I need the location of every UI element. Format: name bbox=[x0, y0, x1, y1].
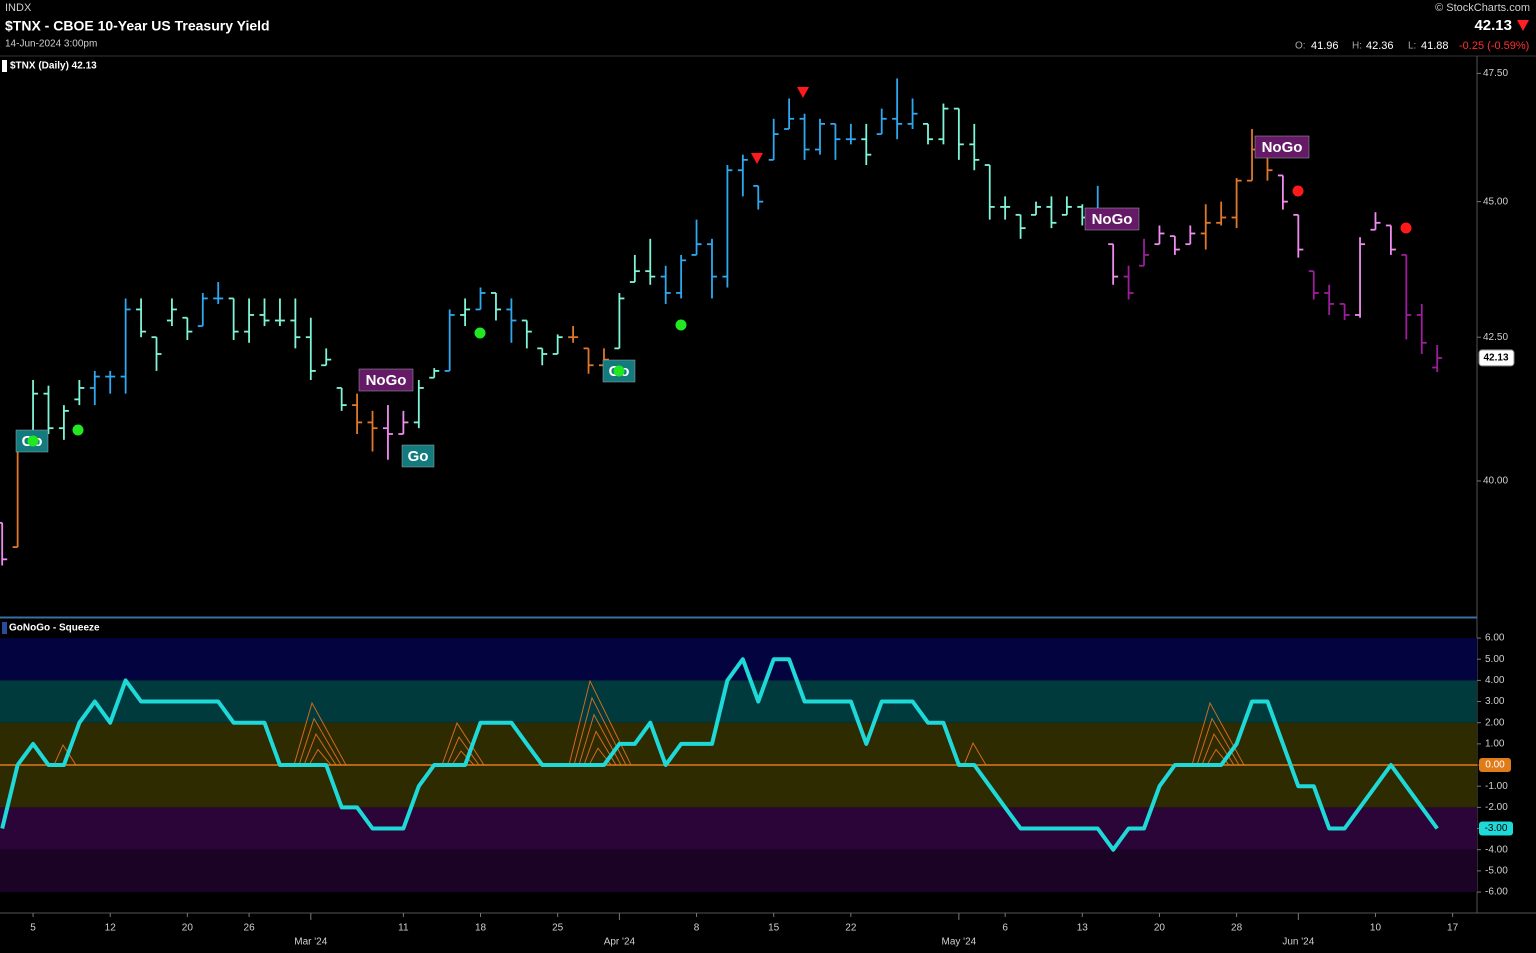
y-tick-label: -1.00 bbox=[1485, 781, 1508, 792]
down-arrow bbox=[1517, 20, 1529, 31]
y-tick-label: 6.00 bbox=[1485, 633, 1505, 644]
signal-box bbox=[1084, 207, 1140, 231]
y-tick-label: -4.00 bbox=[1485, 844, 1508, 855]
squeeze-fan bbox=[1191, 701, 1245, 766]
squeeze-fan bbox=[573, 696, 627, 766]
x-tick-label: 18 bbox=[475, 923, 487, 934]
legend-swatch bbox=[2, 60, 7, 72]
exchange: INDX bbox=[5, 2, 32, 14]
legend-label: GoNoGo - Squeeze bbox=[9, 623, 100, 634]
x-tick-label: May '24 bbox=[942, 937, 977, 948]
x-tick-label: 12 bbox=[105, 923, 117, 934]
y-tick-label: 45.00 bbox=[1483, 196, 1508, 207]
x-tick-label: 26 bbox=[244, 923, 256, 934]
squeeze-fan bbox=[578, 713, 622, 766]
squeeze-fan bbox=[293, 701, 347, 766]
y-tick-label: 42.50 bbox=[1483, 332, 1508, 343]
squeeze-fan bbox=[451, 750, 475, 766]
zone bbox=[0, 680, 1477, 723]
signal-box bbox=[401, 444, 435, 468]
zone bbox=[0, 849, 1477, 893]
y-tick-label: -5.00 bbox=[1485, 866, 1508, 877]
y-tick-label: 0.00 bbox=[1485, 760, 1505, 771]
y-tick-label: 1.00 bbox=[1485, 739, 1505, 750]
nogo-triangle bbox=[751, 153, 763, 164]
go-dot bbox=[27, 435, 39, 447]
go-dot bbox=[613, 365, 625, 377]
x-tick-label: 5 bbox=[30, 923, 36, 934]
y-tick-label: -2.00 bbox=[1485, 802, 1508, 813]
quote-label: H: bbox=[1352, 41, 1362, 52]
x-tick-label: 22 bbox=[845, 923, 857, 934]
x-tick-label: 17 bbox=[1447, 923, 1459, 934]
signal-label: NoGo bbox=[366, 372, 407, 389]
y-tick-label: 3.00 bbox=[1485, 696, 1505, 707]
oscillator-line bbox=[0, 657, 1439, 852]
nogo-dot bbox=[1292, 185, 1304, 197]
y-tick-label: 47.50 bbox=[1483, 68, 1508, 79]
x-tick-label: Jun '24 bbox=[1282, 937, 1314, 948]
squeeze-fan bbox=[53, 744, 77, 766]
quote-label: O: bbox=[1295, 41, 1306, 52]
quote-value: 41.96 bbox=[1311, 40, 1339, 52]
y-tick-label: 5.00 bbox=[1485, 654, 1505, 665]
zero-badge bbox=[1479, 758, 1511, 773]
last-label: -3.00 bbox=[1485, 823, 1508, 834]
squeeze-fan bbox=[441, 721, 485, 766]
quote-label: L: bbox=[1408, 41, 1416, 52]
page-title: $TNX - CBOE 10-Year US Treasury Yield bbox=[5, 18, 270, 34]
signal-label: NoGo bbox=[1262, 139, 1303, 156]
signal-box bbox=[1254, 135, 1310, 159]
x-tick-label: 8 bbox=[694, 923, 700, 934]
zone bbox=[0, 638, 1477, 681]
x-tick-label: 15 bbox=[768, 923, 780, 934]
last-price: 42.13 bbox=[1474, 17, 1512, 34]
y-tick-label: 2.00 bbox=[1485, 717, 1505, 728]
last-label: 42.13 bbox=[1483, 353, 1508, 364]
signal-label: Go bbox=[408, 448, 429, 465]
legend-label: $TNX (Daily) 42.13 bbox=[10, 61, 97, 72]
signal-label: NoGo bbox=[1092, 211, 1133, 228]
zone bbox=[0, 807, 1477, 850]
signal-box bbox=[358, 368, 414, 392]
x-tick-label: Mar '24 bbox=[294, 937, 327, 948]
squeeze-fan bbox=[963, 741, 987, 766]
go-dot bbox=[72, 424, 84, 436]
go-dot bbox=[675, 319, 687, 331]
source: © StockCharts.com bbox=[1435, 2, 1530, 14]
quote-value: 41.88 bbox=[1421, 40, 1449, 52]
x-tick-label: 13 bbox=[1077, 923, 1089, 934]
nogo-dot bbox=[1400, 222, 1412, 234]
nogo-triangle bbox=[797, 87, 809, 98]
x-tick-label: 6 bbox=[1002, 923, 1008, 934]
x-tick-label: 25 bbox=[552, 923, 564, 934]
plot: 40.00 42.50 45.00 47.50 5 12 20 26 Mar '24 11 18 25… bbox=[0, 68, 1515, 948]
go-dot bbox=[474, 327, 486, 339]
x-tick-label: 10 bbox=[1370, 923, 1382, 934]
squeeze-fan bbox=[303, 732, 337, 766]
last-badge bbox=[1479, 821, 1513, 836]
squeeze-fan bbox=[583, 730, 617, 766]
x-tick-label: Apr '24 bbox=[604, 937, 636, 948]
quote-value: 42.36 bbox=[1366, 40, 1394, 52]
legend-swatch bbox=[2, 622, 7, 634]
date: 14-Jun-2024 3:00pm bbox=[5, 39, 97, 50]
x-tick-label: 20 bbox=[182, 923, 194, 934]
squeeze-fan bbox=[298, 717, 342, 766]
y-tick-label: 4.00 bbox=[1485, 675, 1505, 686]
x-tick-label: 28 bbox=[1231, 923, 1243, 934]
change: -0.25 (-0.59%) bbox=[1459, 40, 1529, 52]
last-badge bbox=[1478, 349, 1515, 367]
y-tick-label: -6.00 bbox=[1485, 887, 1508, 898]
x-tick-label: 20 bbox=[1154, 923, 1166, 934]
x-tick-label: 11 bbox=[398, 923, 409, 934]
squeeze-fan bbox=[568, 679, 632, 766]
squeeze-fan bbox=[308, 748, 332, 766]
squeeze-fan bbox=[446, 736, 480, 766]
y-tick-label: 40.00 bbox=[1483, 476, 1508, 487]
squeeze-fan bbox=[1196, 717, 1240, 766]
